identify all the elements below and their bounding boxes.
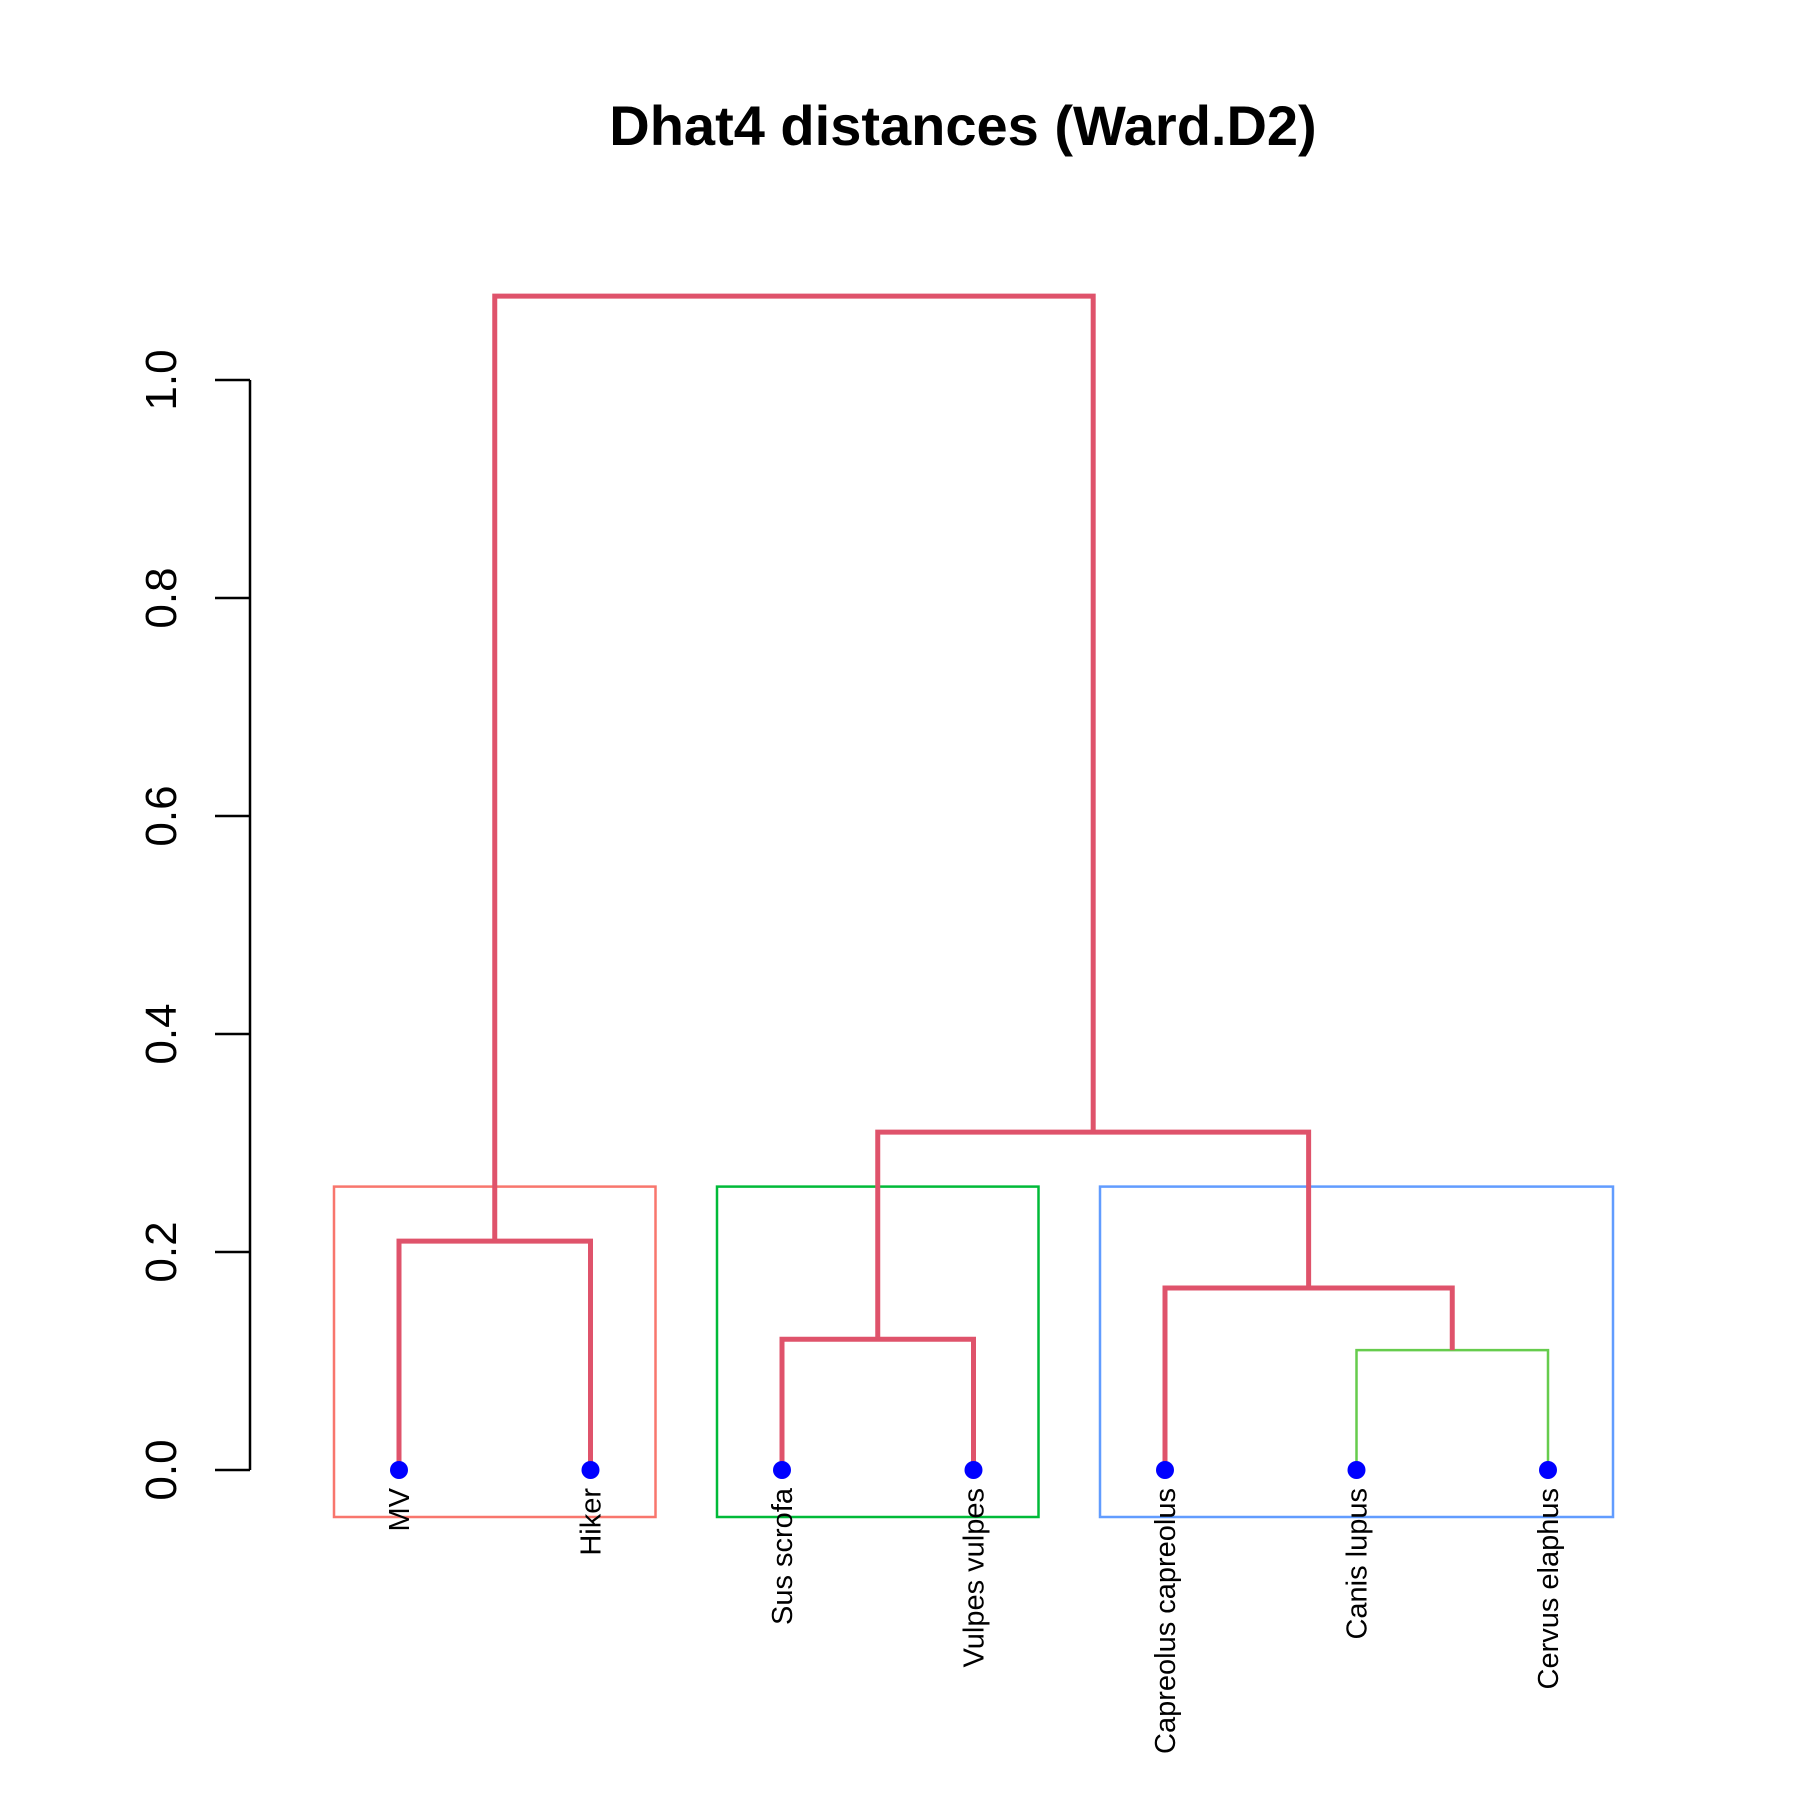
leaf-label-5: Capreolus capreolus bbox=[1150, 1488, 1182, 1754]
leaf-point-7 bbox=[1539, 1461, 1557, 1479]
leaf-markers: MV Hiker Sus scrofa Vulpes vulpes Capreolus … bbox=[384, 1461, 1565, 1754]
y-axis: 0.0 0.2 0.4 0.6 0.8 1.0 bbox=[137, 349, 252, 1501]
leaf-point-1 bbox=[390, 1461, 408, 1479]
leaf-label-2: Hiker bbox=[576, 1488, 608, 1556]
leaf-label-1: MV bbox=[384, 1487, 416, 1531]
branch-merge-4 bbox=[1162, 1285, 1455, 1470]
branch-merge-5 bbox=[875, 1129, 1312, 1340]
leaf-point-5 bbox=[1156, 1461, 1174, 1479]
y-tick-label-5: 1.0 bbox=[137, 349, 186, 410]
dendrogram-branches bbox=[396, 293, 1550, 1470]
chart-title: Dhat4 distances (Ward.D2) bbox=[609, 94, 1316, 157]
branch-merge-1 bbox=[396, 1238, 593, 1470]
leaf-label-3: Sus scrofa bbox=[767, 1487, 799, 1625]
leaf-point-4 bbox=[964, 1461, 983, 1479]
y-tick-label-0: 0.0 bbox=[137, 1439, 186, 1500]
leaf-point-6 bbox=[1347, 1461, 1366, 1479]
leaf-point-3 bbox=[773, 1461, 791, 1479]
branch-merge-3 bbox=[1355, 1348, 1550, 1470]
y-tick-label-3: 0.6 bbox=[137, 785, 186, 846]
leaf-label-6: Canis lupus bbox=[1342, 1488, 1374, 1640]
branch-merge-6 bbox=[492, 293, 1096, 1242]
y-tick-label-2: 0.4 bbox=[137, 1003, 186, 1064]
leaf-point-2 bbox=[581, 1461, 600, 1479]
y-tick-label-1: 0.2 bbox=[137, 1221, 186, 1282]
leaf-label-7: Cervus elaphus bbox=[1533, 1488, 1565, 1690]
branch-merge-2 bbox=[779, 1336, 976, 1470]
leaf-label-4: Vulpes vulpes bbox=[959, 1488, 991, 1667]
cluster-box-3 bbox=[1098, 1185, 1615, 1519]
y-tick-label-4: 0.8 bbox=[137, 567, 186, 628]
